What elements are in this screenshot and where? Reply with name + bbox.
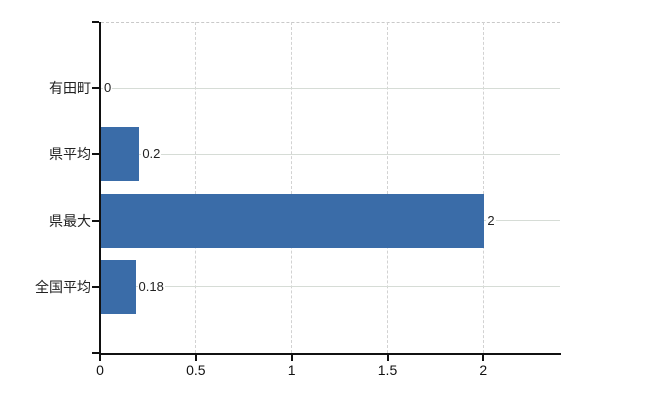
v-gridline <box>482 22 484 353</box>
x-tick-label: 2 <box>479 362 488 378</box>
h-gridline <box>101 286 560 288</box>
x-tick-label: 0.5 <box>186 362 206 378</box>
y-tick <box>92 219 99 222</box>
plot-area <box>100 22 560 353</box>
x-tick <box>99 355 101 361</box>
x-tick-label: 0 <box>96 362 104 378</box>
category-label: 県平均 <box>49 146 91 163</box>
plot-top-border <box>101 22 560 23</box>
y-tick <box>92 352 99 354</box>
x-tick <box>194 355 197 361</box>
x-tick-label: 1.5 <box>377 362 398 378</box>
y-tick <box>92 87 99 90</box>
bar-value-label: 0 <box>103 80 113 97</box>
category-label: 有田町 <box>49 80 91 97</box>
y-tick <box>92 21 99 23</box>
h-gridline <box>101 87 560 89</box>
x-axis-line <box>99 353 561 355</box>
x-tick <box>386 355 389 361</box>
x-tick <box>482 355 485 361</box>
v-gridline <box>195 22 197 353</box>
x-tick <box>290 355 293 361</box>
bar <box>101 127 140 182</box>
bar-value-label: 2 <box>486 212 496 229</box>
y-tick <box>92 285 99 288</box>
bar-value-label: 0.2 <box>141 146 162 163</box>
v-gridline <box>387 22 388 353</box>
y-tick <box>92 153 99 156</box>
bar <box>101 259 136 314</box>
bar-value-label: 0.18 <box>137 278 165 295</box>
v-gridline <box>291 22 293 353</box>
h-gridline <box>101 153 560 155</box>
bar <box>101 193 485 248</box>
x-tick-label: 1 <box>287 362 296 378</box>
y-axis-line <box>99 22 101 355</box>
category-label: 県最大 <box>49 212 91 229</box>
category-label: 全国平均 <box>35 278 91 295</box>
